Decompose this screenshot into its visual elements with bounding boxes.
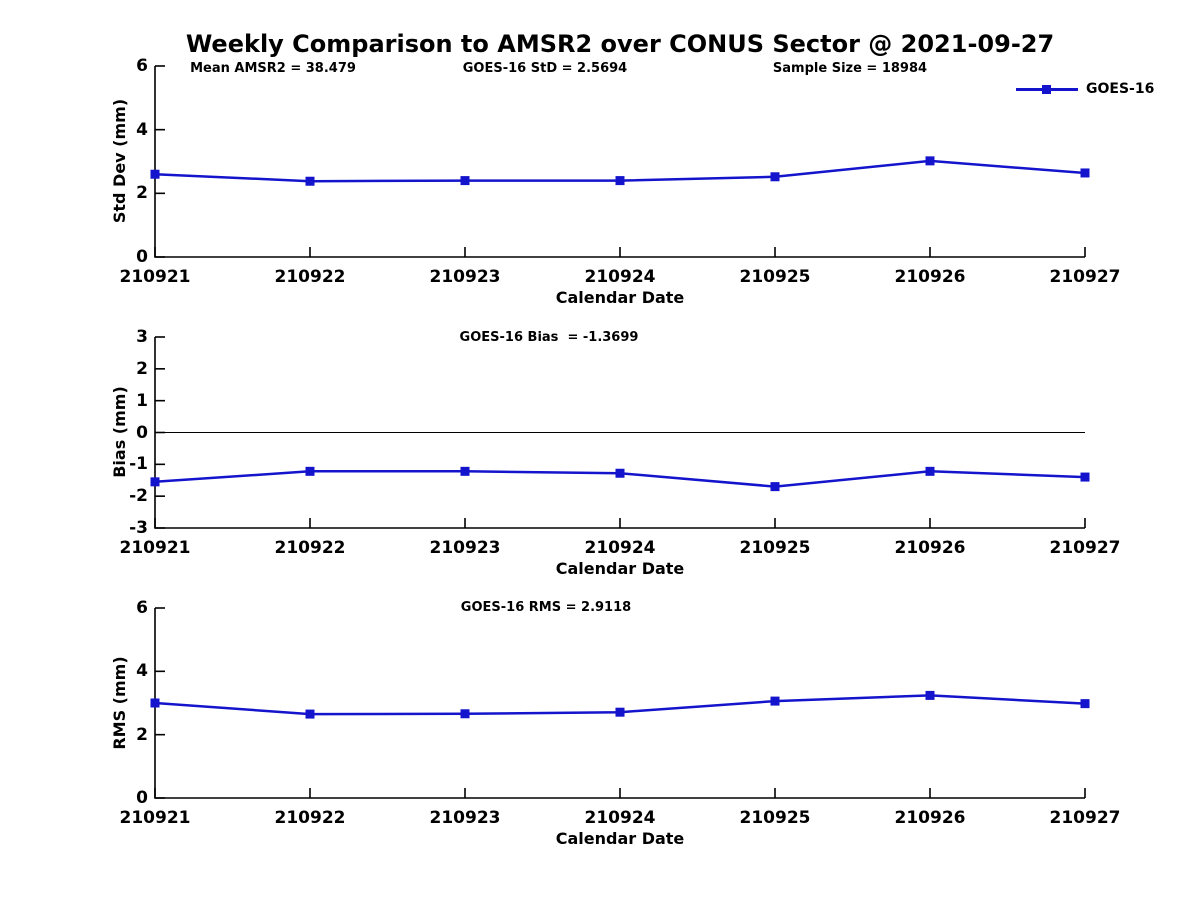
rms-y-tick-label: 4 bbox=[136, 661, 148, 681]
bias-y-tick-label: 0 bbox=[136, 423, 148, 443]
bias-x-tick-label: 210922 bbox=[274, 538, 346, 558]
std-dev-data-point-marker bbox=[150, 169, 160, 179]
std-dev-data-point-marker bbox=[1080, 168, 1090, 178]
annotation-goes16-rms: GOES-16 RMS = 2.9118 bbox=[460, 600, 632, 615]
bias-y-tick-label: -2 bbox=[129, 486, 148, 506]
bias-plot bbox=[150, 336, 1090, 529]
std-dev-data-point-marker bbox=[925, 156, 935, 166]
rms-y-tick-label: 0 bbox=[136, 788, 148, 808]
rms-y-tick-label: 2 bbox=[136, 725, 148, 745]
rms-data-point-marker bbox=[150, 698, 160, 708]
rms-data-point-marker bbox=[925, 690, 935, 700]
std-dev-data-point-marker bbox=[305, 176, 315, 186]
bias-data-point-marker bbox=[460, 466, 470, 476]
rms-x-axis-label: Calendar Date bbox=[555, 829, 685, 848]
legend: GOES-16 bbox=[1016, 82, 1154, 96]
std-dev-x-tick-label: 210926 bbox=[894, 267, 966, 287]
annotation-mean-amsr2: Mean AMSR2 = 38.479 bbox=[190, 61, 356, 76]
std-dev-data-point-marker bbox=[460, 176, 470, 186]
bias-data-point-marker bbox=[615, 468, 625, 478]
std-dev-x-tick-label: 210922 bbox=[274, 267, 346, 287]
bias-y-tick-label: -3 bbox=[129, 518, 148, 538]
rms-data-point-marker bbox=[770, 696, 780, 706]
annotation-sample-size: Sample Size = 18984 bbox=[772, 61, 928, 76]
bias-data-point-marker bbox=[1080, 472, 1090, 482]
std-dev-y-tick-label: 2 bbox=[136, 183, 148, 203]
rms-axis-frame bbox=[154, 608, 1085, 799]
std-dev-x-tick-label: 210921 bbox=[119, 267, 191, 287]
rms-data-point-marker bbox=[615, 707, 625, 717]
bias-data-point-marker bbox=[150, 477, 160, 487]
annotation-goes16-std: GOES-16 StD = 2.5694 bbox=[462, 61, 628, 76]
bias-x-tick-label: 210927 bbox=[1049, 538, 1121, 558]
legend-square-marker-icon bbox=[1042, 85, 1051, 94]
annotation-goes16-bias: GOES-16 Bias = -1.3699 bbox=[459, 330, 639, 345]
rms-x-tick-label: 210924 bbox=[584, 808, 656, 828]
std-dev-x-tick-label: 210923 bbox=[429, 267, 501, 287]
legend-line-sample-icon bbox=[1016, 82, 1078, 96]
rms-x-tick-label: 210923 bbox=[429, 808, 501, 828]
bias-x-tick-label: 210921 bbox=[119, 538, 191, 558]
std-dev-plot bbox=[150, 65, 1090, 258]
bias-y-tick-label: 3 bbox=[136, 327, 148, 347]
bias-data-point-marker bbox=[770, 482, 780, 492]
rms-y-tick-label: 6 bbox=[136, 598, 148, 618]
bias-data-point-marker bbox=[305, 466, 315, 476]
std-dev-y-tick-label: 0 bbox=[136, 247, 148, 267]
bias-y-tick-label: 1 bbox=[136, 391, 148, 411]
rms-data-point-marker bbox=[1080, 699, 1090, 709]
legend-label: GOES-16 bbox=[1086, 81, 1155, 97]
rms-data-point-marker bbox=[460, 709, 470, 719]
bias-x-tick-label: 210925 bbox=[739, 538, 811, 558]
std-dev-x-tick-label: 210925 bbox=[739, 267, 811, 287]
stddev-x-axis-label: Calendar Date bbox=[555, 288, 685, 307]
std-dev-y-tick-label: 4 bbox=[136, 120, 148, 140]
rms-x-tick-label: 210925 bbox=[739, 808, 811, 828]
std-dev-data-point-marker bbox=[615, 176, 625, 186]
rms-x-tick-label: 210927 bbox=[1049, 808, 1121, 828]
std-dev-data-point-marker bbox=[770, 172, 780, 182]
bias-x-tick-label: 210923 bbox=[429, 538, 501, 558]
rms-plot bbox=[150, 607, 1090, 799]
bias-data-point-marker bbox=[925, 466, 935, 476]
bias-y-tick-label: -1 bbox=[129, 454, 148, 474]
rms-data-point-marker bbox=[305, 709, 315, 719]
rms-x-tick-label: 210922 bbox=[274, 808, 346, 828]
bias-x-tick-label: 210924 bbox=[584, 538, 656, 558]
std-dev-x-tick-label: 210927 bbox=[1049, 267, 1121, 287]
bias-x-tick-label: 210926 bbox=[894, 538, 966, 558]
bias-x-axis-label: Calendar Date bbox=[555, 559, 685, 578]
bias-y-tick-label: 2 bbox=[136, 359, 148, 379]
std-dev-x-tick-label: 210924 bbox=[584, 267, 656, 287]
figure-title: Weekly Comparison to AMSR2 over CONUS Se… bbox=[185, 30, 1055, 58]
rms-x-tick-label: 210926 bbox=[894, 808, 966, 828]
std-dev-y-tick-label: 6 bbox=[136, 56, 148, 76]
rms-x-tick-label: 210921 bbox=[119, 808, 191, 828]
